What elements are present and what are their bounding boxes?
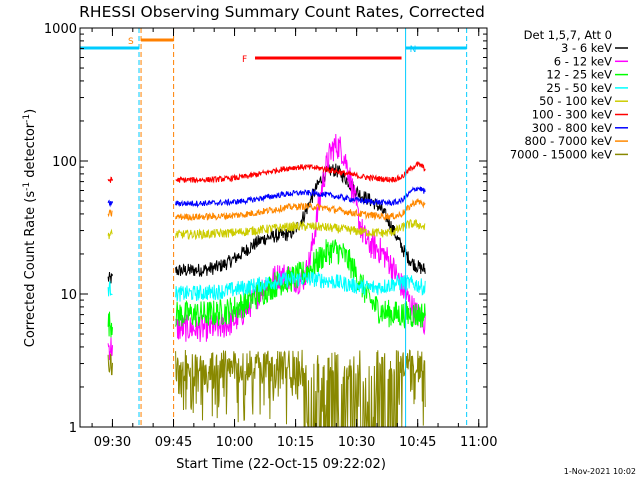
series-3-line bbox=[107, 239, 426, 338]
y-axis-label-sup2: -1 bbox=[22, 114, 32, 123]
series-6-line bbox=[107, 160, 426, 184]
x-tick-label: 10:00 bbox=[216, 435, 253, 450]
series-7-line bbox=[107, 186, 426, 209]
y-axis-label-end: ) bbox=[23, 109, 38, 114]
x-tick-label: 09:45 bbox=[155, 435, 192, 450]
y-axis-label-main: Corrected Count Rate (s bbox=[23, 191, 38, 348]
legend-title: Det 1,5,7, Att 0 bbox=[524, 28, 612, 42]
interval-label-f-3: F bbox=[242, 55, 247, 65]
legend-entry-1: 3 - 6 keV bbox=[561, 41, 612, 55]
legend-entry-8: 800 - 7000 keV bbox=[524, 134, 612, 148]
footer-date: 1-Nov-2021 10:02 bbox=[564, 467, 636, 476]
x-tick-label: 11:00 bbox=[460, 435, 497, 450]
y-tick-label: 100 bbox=[52, 155, 77, 170]
x-tick-label: 10:15 bbox=[277, 435, 314, 450]
y-axis-label-sup1: -1 bbox=[22, 182, 32, 191]
y-axis-label-mid: detector bbox=[23, 122, 38, 182]
y-tick-label: 1000 bbox=[44, 22, 77, 37]
legend-entry-4: 25 - 50 keV bbox=[546, 81, 612, 95]
legend-entry-5: 50 - 100 keV bbox=[539, 94, 612, 108]
x-axis-label: Start Time (22-Oct-15 09:22:02) bbox=[176, 457, 386, 472]
x-tick-label: 09:30 bbox=[94, 435, 131, 450]
legend-entry-2: 6 - 12 keV bbox=[554, 54, 612, 68]
interval-label-s-0: S bbox=[128, 37, 134, 47]
legend-entry-3: 12 - 25 keV bbox=[546, 68, 612, 82]
series-9-line bbox=[107, 349, 426, 428]
series-2-line bbox=[107, 133, 426, 361]
series-5-line bbox=[107, 218, 426, 241]
legend-entry-9: 7000 - 15000 keV bbox=[510, 147, 612, 161]
x-tick-label: 10:30 bbox=[338, 435, 375, 450]
series-8-line bbox=[107, 198, 426, 222]
axes: 1 10 100 1000 09:30 09:45 10:00 10:15 10:30 10:45… bbox=[44, 22, 498, 450]
legend-entry-7: 300 - 800 keV bbox=[532, 121, 612, 135]
series-4-line bbox=[107, 271, 426, 302]
interval-label-n-2: N bbox=[410, 45, 417, 55]
legend-entry-6: 100 - 300 keV bbox=[532, 108, 612, 122]
series-1-line bbox=[107, 163, 426, 284]
y-tick-label: 1 bbox=[69, 421, 77, 436]
chart-title: RHESSI Observing Summary Count Rates, Co… bbox=[79, 3, 485, 21]
x-tick-label: 10:45 bbox=[399, 435, 436, 450]
plot-frame bbox=[79, 27, 488, 428]
plot-area: S N F bbox=[80, 28, 468, 428]
y-axis-label: Corrected Count Rate (s-1 detector-1) bbox=[22, 109, 38, 347]
y-tick-label: 10 bbox=[60, 288, 77, 303]
